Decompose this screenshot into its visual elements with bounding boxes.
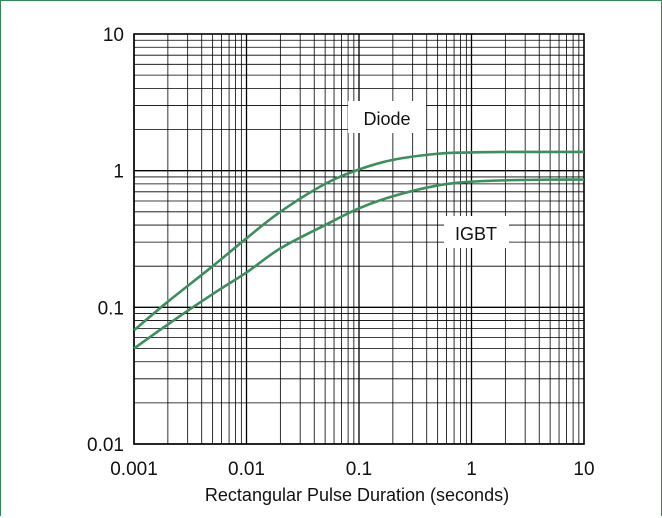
y-tick-label: 1 [113, 162, 124, 183]
y-tick-label: 0.1 [98, 298, 124, 319]
plot-border [133, 33, 585, 445]
tick-labels: 0.001 0.01 0.1 1 10 0.01 0.1 1 10 [87, 25, 595, 480]
labels: Diode IGBT [348, 101, 509, 248]
x-axis-title: Rectangular Pulse Duration (seconds) [205, 485, 509, 505]
igbt-curve [133, 178, 585, 350]
igbt-label-background [444, 216, 509, 248]
y-tick-label: 10 [103, 25, 124, 46]
grid [133, 33, 585, 445]
curves [133, 150, 585, 350]
x-tick-label: 1 [466, 459, 477, 480]
diode-label: Diode [363, 109, 410, 129]
diode-label-background [348, 101, 426, 133]
diode-curve [133, 150, 584, 332]
x-tick-label: 0.01 [228, 459, 265, 480]
x-tick-label: 10 [573, 459, 594, 480]
y-tick-label: 0.01 [87, 435, 124, 456]
x-tick-label: 0.001 [110, 459, 158, 480]
igbt-label: IGBT [455, 224, 497, 244]
x-tick-label: 0.1 [346, 459, 372, 480]
